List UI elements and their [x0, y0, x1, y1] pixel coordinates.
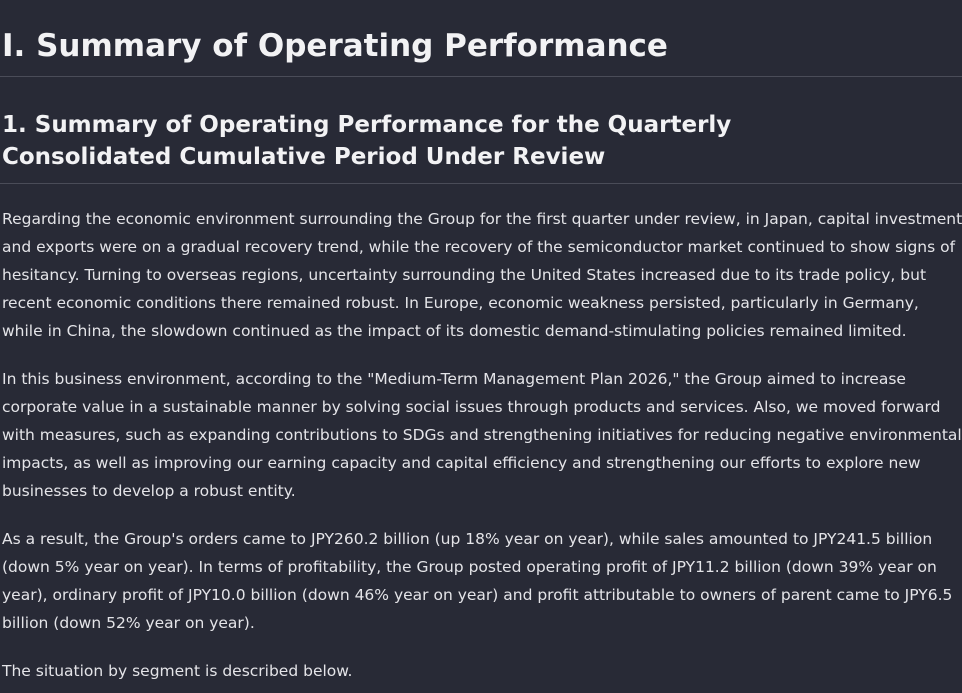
- paragraph-results: As a result, the Group's orders came to …: [2, 530, 953, 632]
- paragraph-segment-intro: The situation by segment is described be…: [2, 662, 353, 680]
- paragraph-business-environment: In this business environment, according …: [2, 370, 962, 500]
- page-title: I. Summary of Operating Performance: [2, 28, 668, 64]
- section-heading: 1. Summary of Operating Performance for …: [2, 112, 732, 170]
- section-divider: [0, 183, 962, 184]
- title-divider: [0, 76, 962, 77]
- paragraph-economic-environment: Regarding the economic environment surro…: [2, 210, 962, 340]
